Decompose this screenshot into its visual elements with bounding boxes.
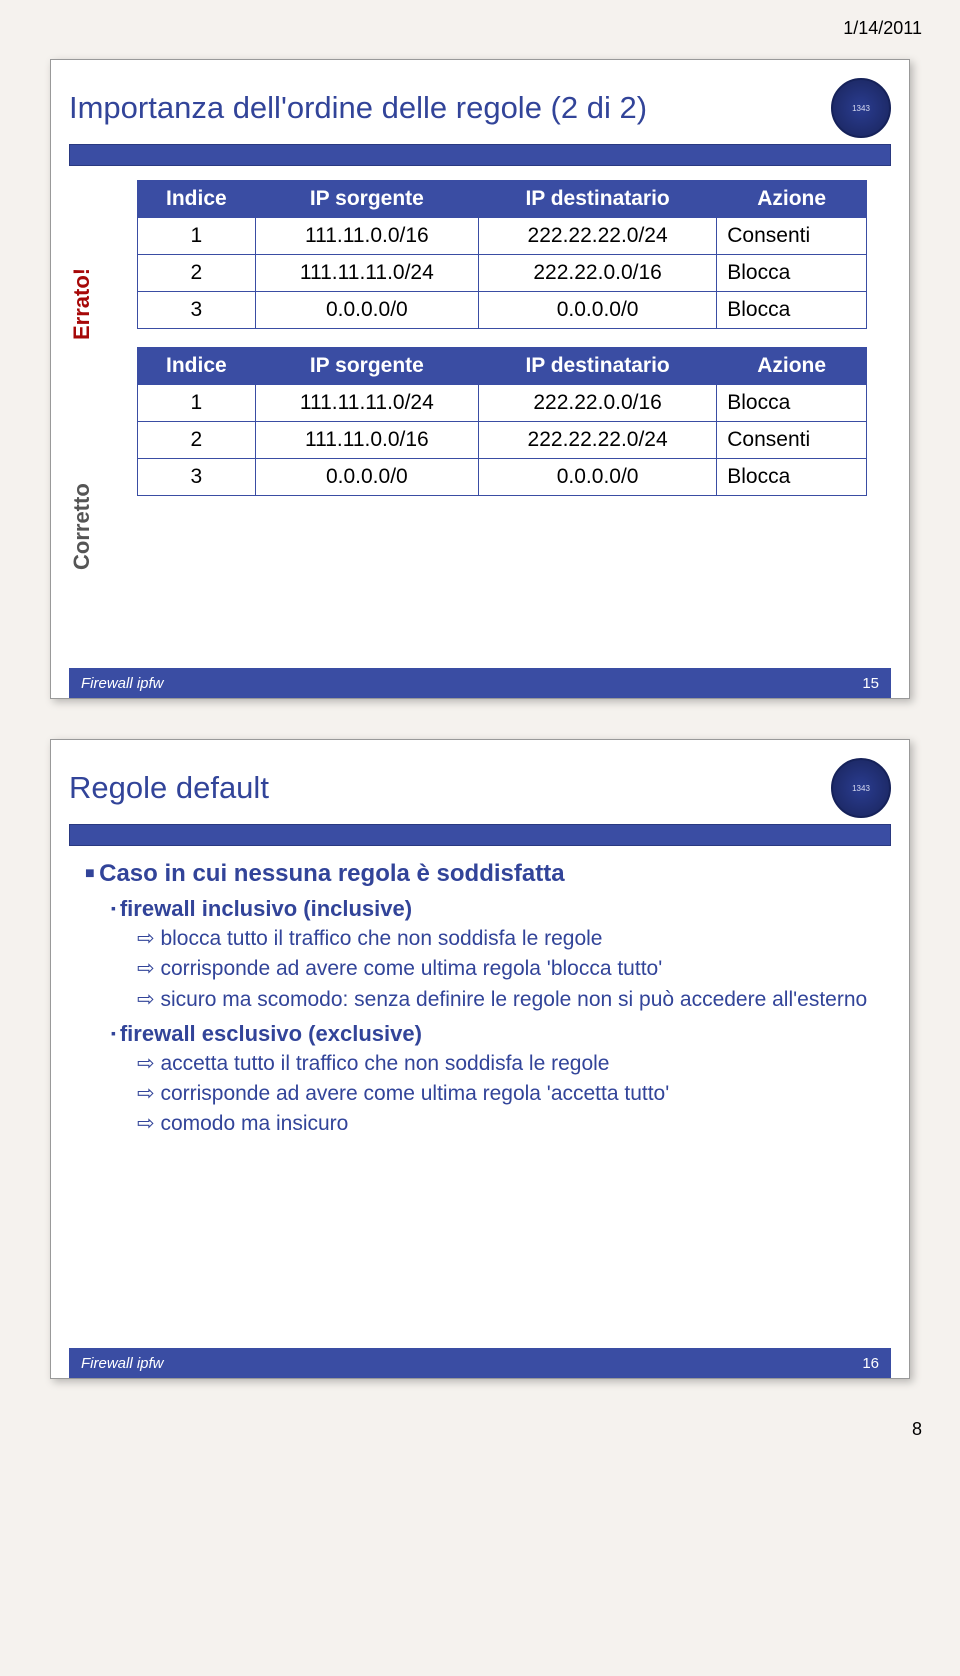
table-header-row: Indice IP sorgente IP destinatario Azion… xyxy=(138,348,867,385)
footer-label: Firewall ipfw xyxy=(81,1355,164,1372)
slide-1: Importanza dell'ordine delle regole (2 d… xyxy=(50,59,910,699)
cell: Blocca xyxy=(717,255,867,292)
content-area: Caso in cui nessuna regola è soddisfatta… xyxy=(69,860,891,1138)
page-date: 1/14/2011 xyxy=(0,0,960,49)
cell: 111.11.11.0/24 xyxy=(255,385,478,422)
cell: Blocca xyxy=(717,459,867,496)
cell: 0.0.0.0/0 xyxy=(255,292,478,329)
cell: 0.0.0.0/0 xyxy=(255,459,478,496)
cell: Consenti xyxy=(717,422,867,459)
cell: 111.11.0.0/16 xyxy=(255,218,478,255)
col-destinatario: IP destinatario xyxy=(478,181,716,218)
bullet-lvl3: sicuro ma scomodo: senza definire le reg… xyxy=(137,987,875,1013)
table-row: 3 0.0.0.0/0 0.0.0.0/0 Blocca xyxy=(138,459,867,496)
slide-number: 16 xyxy=(862,1355,879,1372)
bullet-lvl2: firewall inclusivo (inclusive) xyxy=(111,896,875,922)
title-row: Regole default 1343 xyxy=(69,758,891,818)
cell: Blocca xyxy=(717,292,867,329)
slide-footer: Firewall ipfw 15 xyxy=(69,668,891,698)
table-row: 2 111.11.0.0/16 222.22.22.0/24 Consenti xyxy=(138,422,867,459)
table-corretto: Indice IP sorgente IP destinatario Azion… xyxy=(137,347,867,496)
cell: 1 xyxy=(138,218,256,255)
cell: 3 xyxy=(138,292,256,329)
slide-number: 15 xyxy=(862,675,879,692)
slide-title: Importanza dell'ordine delle regole (2 d… xyxy=(69,90,831,126)
seal-year: 1343 xyxy=(852,784,870,793)
col-destinatario: IP destinatario xyxy=(478,348,716,385)
cell: 111.11.11.0/24 xyxy=(255,255,478,292)
title-underline-bar xyxy=(69,144,891,166)
table-errato: Indice IP sorgente IP destinatario Azion… xyxy=(137,180,867,329)
seal-year: 1343 xyxy=(852,104,870,113)
cell: 2 xyxy=(138,255,256,292)
page-number: 8 xyxy=(0,1419,960,1464)
col-indice: Indice xyxy=(138,348,256,385)
bullet-lvl3: corrisponde ad avere come ultima regola … xyxy=(137,1081,875,1107)
cell: 222.22.22.0/24 xyxy=(478,422,716,459)
cell: Consenti xyxy=(717,218,867,255)
bullet-lvl3: blocca tutto il traffico che non soddisf… xyxy=(137,926,875,952)
slide-footer: Firewall ipfw 16 xyxy=(69,1348,891,1378)
cell: 111.11.0.0/16 xyxy=(255,422,478,459)
bullet-lvl3: comodo ma insicuro xyxy=(137,1111,875,1137)
col-azione: Azione xyxy=(717,348,867,385)
university-seal-icon: 1343 xyxy=(831,78,891,138)
cell: 222.22.0.0/16 xyxy=(478,385,716,422)
cell: 0.0.0.0/0 xyxy=(478,459,716,496)
table-row: 2 111.11.11.0/24 222.22.0.0/16 Blocca xyxy=(138,255,867,292)
cell: 2 xyxy=(138,422,256,459)
label-errato: Errato! xyxy=(69,268,95,340)
footer-label: Firewall ipfw xyxy=(81,675,164,692)
bullet-lvl3: accetta tutto il traffico che non soddis… xyxy=(137,1051,875,1077)
title-row: Importanza dell'ordine delle regole (2 d… xyxy=(69,78,891,138)
slide-title: Regole default xyxy=(69,770,831,806)
cell: 222.22.22.0/24 xyxy=(478,218,716,255)
table-row: 1 111.11.11.0/24 222.22.0.0/16 Blocca xyxy=(138,385,867,422)
col-sorgente: IP sorgente xyxy=(255,181,478,218)
cell: Blocca xyxy=(717,385,867,422)
cell: 1 xyxy=(138,385,256,422)
bullet-lvl2: firewall esclusivo (exclusive) xyxy=(111,1021,875,1047)
col-sorgente: IP sorgente xyxy=(255,348,478,385)
cell: 0.0.0.0/0 xyxy=(478,292,716,329)
col-indice: Indice xyxy=(138,181,256,218)
col-azione: Azione xyxy=(717,181,867,218)
cell: 222.22.0.0/16 xyxy=(478,255,716,292)
label-corretto: Corretto xyxy=(69,483,95,570)
cell: 3 xyxy=(138,459,256,496)
university-seal-icon: 1343 xyxy=(831,758,891,818)
table-row: 1 111.11.0.0/16 222.22.22.0/24 Consenti xyxy=(138,218,867,255)
slide-2: Regole default 1343 Caso in cui nessuna … xyxy=(50,739,910,1379)
table-header-row: Indice IP sorgente IP destinatario Azion… xyxy=(138,181,867,218)
bullet-lvl3: corrisponde ad avere come ultima regola … xyxy=(137,956,875,982)
bullet-lvl1: Caso in cui nessuna regola è soddisfatta xyxy=(85,860,875,888)
table-row: 3 0.0.0.0/0 0.0.0.0/0 Blocca xyxy=(138,292,867,329)
title-underline-bar xyxy=(69,824,891,846)
